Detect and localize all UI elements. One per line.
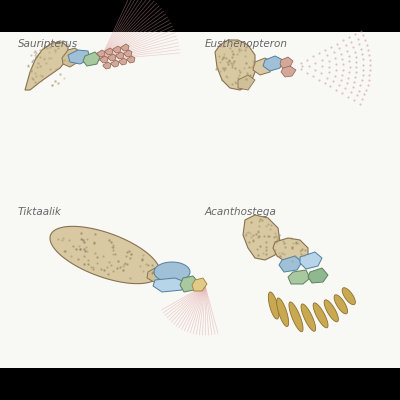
Polygon shape — [153, 278, 185, 292]
Polygon shape — [313, 303, 328, 328]
Polygon shape — [83, 52, 100, 66]
Polygon shape — [100, 56, 108, 63]
Polygon shape — [263, 56, 283, 71]
Polygon shape — [68, 50, 90, 64]
Polygon shape — [111, 60, 119, 67]
Polygon shape — [105, 48, 113, 55]
Polygon shape — [280, 57, 293, 69]
Polygon shape — [273, 238, 308, 263]
Text: Eusthenopteron: Eusthenopteron — [205, 39, 288, 49]
Text: Sauripterus: Sauripterus — [18, 39, 78, 49]
Polygon shape — [301, 304, 316, 331]
Polygon shape — [277, 298, 289, 326]
Polygon shape — [288, 270, 310, 284]
Polygon shape — [268, 292, 279, 319]
Polygon shape — [127, 56, 135, 63]
Polygon shape — [281, 66, 296, 77]
Polygon shape — [62, 48, 80, 67]
Text: Tiktaalik: Tiktaalik — [18, 207, 62, 217]
Polygon shape — [180, 276, 198, 292]
Polygon shape — [154, 262, 190, 282]
Polygon shape — [50, 226, 160, 284]
Polygon shape — [243, 215, 280, 260]
Text: Acanthostega: Acanthostega — [205, 207, 277, 217]
Polygon shape — [108, 54, 116, 61]
Polygon shape — [192, 278, 207, 291]
Polygon shape — [215, 40, 255, 90]
Polygon shape — [124, 50, 132, 57]
Polygon shape — [147, 268, 162, 282]
Polygon shape — [25, 42, 68, 90]
Polygon shape — [334, 295, 348, 314]
Bar — [0, 32, 400, 368]
Polygon shape — [324, 300, 338, 322]
Polygon shape — [279, 256, 302, 272]
Polygon shape — [116, 52, 124, 59]
Polygon shape — [121, 44, 129, 51]
Polygon shape — [300, 252, 322, 269]
Polygon shape — [308, 268, 328, 283]
Polygon shape — [253, 58, 272, 75]
Polygon shape — [289, 302, 303, 332]
Polygon shape — [238, 75, 255, 90]
Polygon shape — [97, 50, 105, 57]
Polygon shape — [119, 58, 127, 65]
Polygon shape — [103, 62, 111, 69]
Polygon shape — [342, 288, 355, 305]
Polygon shape — [113, 46, 121, 53]
